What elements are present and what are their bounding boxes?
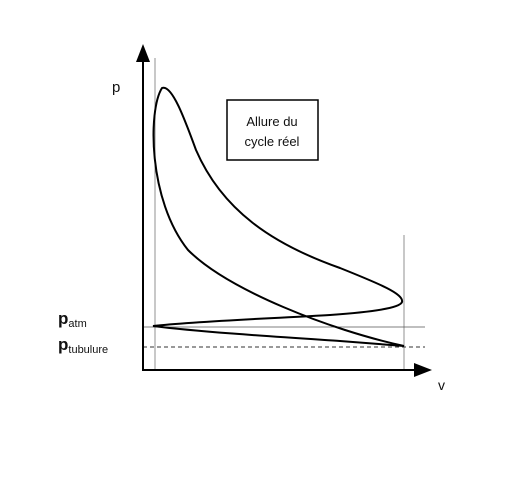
level-subscript: tubulure: [68, 344, 108, 356]
level-symbol: p: [58, 335, 68, 354]
level-label: patm: [58, 309, 87, 330]
caption-box: [226, 99, 319, 161]
cycle-curve: [152, 86, 405, 347]
level-symbol: p: [58, 309, 68, 328]
y-axis-arrow: [136, 44, 150, 62]
x-axis-label: v: [438, 377, 445, 393]
caption-line: cycle réel: [245, 134, 300, 149]
level-subscript: atm: [68, 318, 86, 330]
level-label: ptubulure: [58, 335, 108, 356]
y-axis-label: p: [112, 79, 120, 96]
x-axis-arrow: [414, 363, 432, 377]
caption-line: Allure du: [246, 114, 297, 129]
